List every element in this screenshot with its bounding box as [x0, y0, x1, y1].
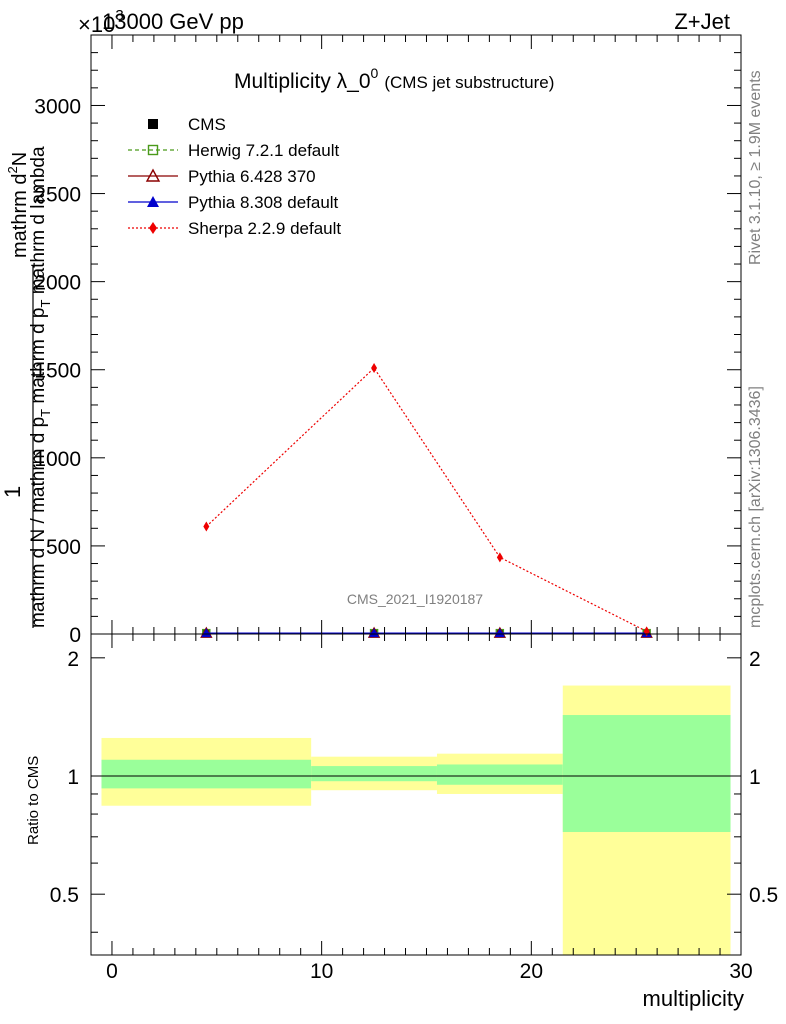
ratio-stat-band-2	[436, 764, 563, 785]
ratio-stat-band-0	[101, 759, 312, 789]
legend-label-0: CMS	[188, 115, 226, 134]
data-point-4-0	[203, 521, 210, 532]
plot-title: Multiplicity λ_00 (CMS jet substructure)	[234, 65, 554, 93]
legend-marker-3	[147, 196, 159, 207]
ratio-ytick-label-right: 1	[749, 766, 761, 789]
ratio-ytick-label-right: 0.5	[749, 884, 778, 907]
main-ytick-label: 500	[46, 536, 81, 559]
main-ytick-label: 1000	[34, 448, 81, 471]
legend-label-2: Pythia 6.428 370	[188, 167, 316, 186]
rivet-version-label: Rivet 3.1.10, ≥ 1.9M events	[747, 70, 764, 265]
ratio-ytick-label-left: 2	[67, 648, 79, 671]
legend-label-3: Pythia 8.308 default	[188, 193, 339, 212]
ratio-bands	[101, 685, 731, 955]
legend-marker-1	[147, 144, 159, 156]
ratio-ytick-label-left: 0.5	[50, 884, 79, 907]
data-point-4-1	[371, 362, 378, 373]
ratio-y-label: Ratio to CMS	[25, 756, 42, 845]
y-label-denominator: mathrm d N / mathrm d pT mathrm d pT mat…	[28, 146, 53, 628]
x-axis-label: multiplicity	[643, 986, 744, 1011]
y-multiplier: ×103	[78, 7, 124, 37]
main-ytick-label: 2000	[34, 272, 81, 295]
main-ytick-label: 1500	[34, 360, 81, 383]
series-line-4	[205, 367, 647, 632]
ratio-frame	[90, 633, 742, 956]
main-ytick-label: 0	[69, 624, 81, 647]
axis-ticks	[91, 34, 742, 955]
y-axis-label: 1 mathrm d2N mathrm d N / mathrm d pT ma…	[0, 146, 53, 628]
main-ytick-label: 3000	[34, 95, 81, 118]
mcplots-label: mcplots.cern.ch [arXiv:1306.3436]	[747, 386, 764, 628]
main-ytick-label: 2500	[34, 184, 81, 207]
ratio-xtick-label: 0	[106, 960, 118, 983]
ratio-xtick-label: 10	[310, 960, 333, 983]
y-label-numerator: mathrm d2N	[5, 152, 31, 258]
axis-tick-labels: 0 500 1000 1500 2000 2500 3000 0 10 20 30 0.5 0.5 1 1 2…	[34, 95, 778, 983]
legend-label-4: Sherpa 2.2.9 default	[188, 219, 341, 238]
ratio-stat-band-1	[311, 766, 437, 782]
legend-label-1: Herwig 7.2.1 default	[188, 141, 339, 160]
ratio-xtick-label: 30	[729, 960, 752, 983]
legend-marker-0	[148, 119, 158, 129]
legend-marker-2	[145, 168, 161, 182]
header-right: Z+Jet	[674, 9, 730, 34]
ratio-stat-band-3	[562, 715, 731, 833]
data-point-3-2	[494, 628, 505, 638]
legend-marker-4	[149, 222, 157, 234]
y-label-one: 1	[0, 486, 25, 498]
analysis-watermark: CMS_2021_I1920187	[347, 591, 483, 607]
data-point-4-2	[496, 552, 503, 563]
ratio-ytick-label-right: 2	[749, 648, 761, 671]
legend: CMS Herwig 7.2.1 default Pythia 6.428 370 P…	[128, 115, 341, 238]
data-point-3-1	[369, 628, 380, 638]
header-left: 13000 GeV pp	[102, 9, 244, 34]
data-point-3-0	[201, 628, 212, 638]
ratio-ytick-label-left: 1	[67, 766, 79, 789]
ratio-xtick-label: 20	[520, 960, 543, 983]
